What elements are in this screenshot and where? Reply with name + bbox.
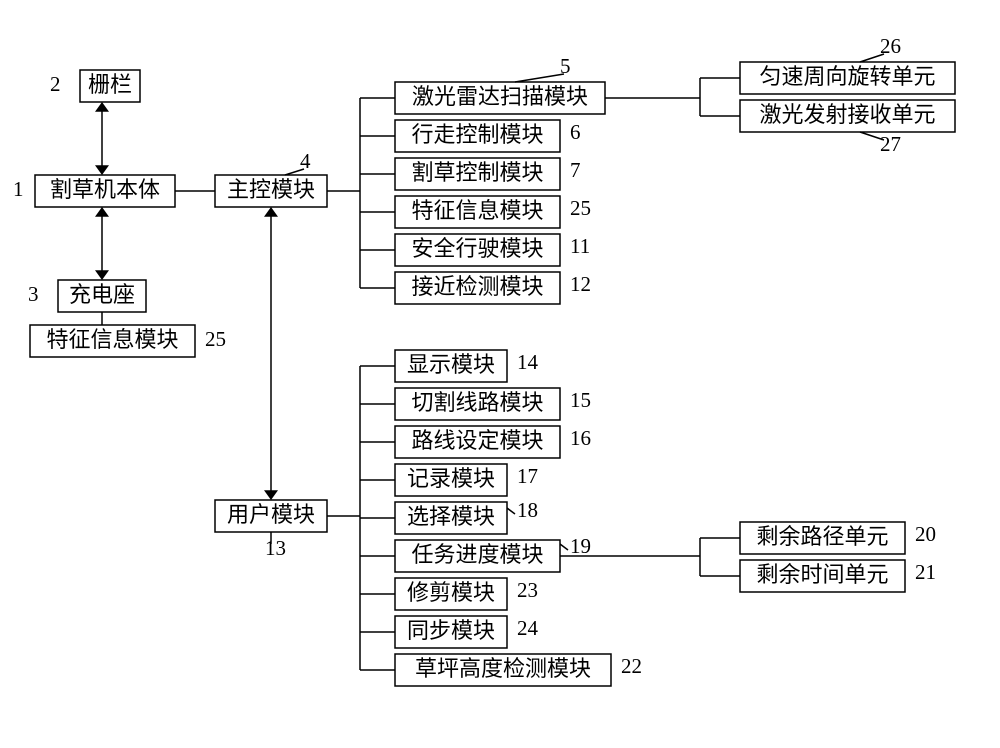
module-number: 16 — [570, 426, 591, 450]
module-number: 22 — [621, 654, 642, 678]
module-number: 14 — [517, 350, 539, 374]
module-label: 切割线路模块 — [411, 390, 543, 415]
module-number: 11 — [570, 234, 590, 258]
module-label: 用户模块 — [227, 502, 315, 527]
module-label: 特征信息模块 — [411, 198, 543, 223]
module-number: 2 — [50, 72, 61, 96]
module-label: 割草控制模块 — [411, 160, 543, 185]
module-number: 21 — [915, 560, 936, 584]
module-label: 安全行驶模块 — [411, 236, 543, 261]
module-number: 18 — [517, 498, 538, 522]
module-number: 3 — [28, 282, 39, 306]
module-label: 主控模块 — [227, 177, 315, 202]
module-label: 行走控制模块 — [411, 122, 543, 147]
module-label: 任务进度模块 — [411, 542, 543, 567]
module-label: 选择模块 — [407, 504, 495, 529]
module-label: 激光发射接收单元 — [759, 102, 935, 127]
module-label: 剩余路径单元 — [756, 524, 888, 549]
module-number: 17 — [517, 464, 538, 488]
module-number: 1 — [13, 177, 24, 201]
module-label: 匀速周向旋转单元 — [759, 64, 935, 89]
module-label: 同步模块 — [407, 618, 495, 643]
module-label: 修剪模块 — [407, 580, 495, 605]
module-number: 25 — [570, 196, 591, 220]
module-number: 15 — [570, 388, 591, 412]
module-number: 25 — [205, 327, 226, 351]
module-label: 接近检测模块 — [411, 274, 543, 299]
module-number: 13 — [265, 536, 286, 560]
module-number: 27 — [880, 132, 901, 156]
module-label: 剩余时间单元 — [756, 562, 888, 587]
module-label: 草坪高度检测模块 — [415, 656, 591, 681]
module-label: 栅栏 — [88, 72, 132, 97]
module-label: 激光雷达扫描模块 — [412, 84, 588, 109]
module-number: 23 — [517, 578, 538, 602]
module-label: 割草机本体 — [50, 177, 160, 202]
module-label: 显示模块 — [407, 352, 495, 377]
module-number: 20 — [915, 522, 936, 546]
module-label: 路线设定模块 — [411, 428, 543, 453]
module-number: 24 — [517, 616, 539, 640]
module-label: 充电座 — [69, 282, 135, 307]
module-number: 19 — [570, 534, 591, 558]
module-number: 6 — [570, 120, 581, 144]
module-label: 记录模块 — [407, 466, 495, 491]
module-number: 7 — [570, 158, 581, 182]
module-number: 12 — [570, 272, 591, 296]
module-label: 特征信息模块 — [46, 327, 178, 352]
